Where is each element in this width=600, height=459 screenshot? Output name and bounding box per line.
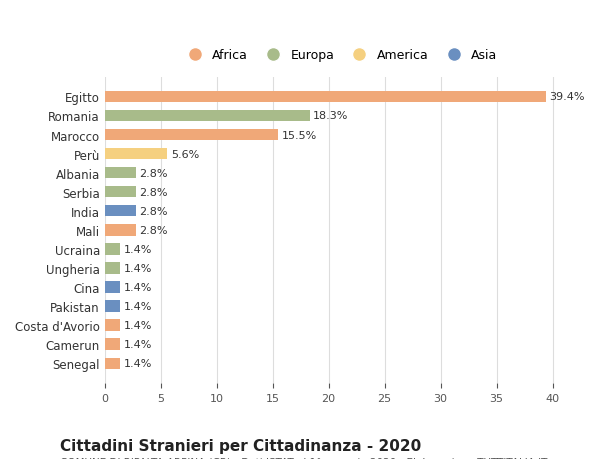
Bar bbox=[105, 129, 278, 141]
Bar bbox=[105, 91, 546, 103]
Legend: Africa, Europa, America, Asia: Africa, Europa, America, Asia bbox=[177, 44, 502, 67]
Text: 1.4%: 1.4% bbox=[124, 244, 152, 254]
Text: 18.3%: 18.3% bbox=[313, 111, 349, 121]
Bar bbox=[105, 187, 136, 198]
Text: 1.4%: 1.4% bbox=[124, 302, 152, 311]
Bar bbox=[105, 282, 121, 293]
Bar bbox=[105, 168, 136, 179]
Bar bbox=[105, 339, 121, 350]
Bar bbox=[105, 301, 121, 312]
Text: 2.8%: 2.8% bbox=[139, 187, 168, 197]
Bar bbox=[105, 263, 121, 274]
Bar bbox=[105, 358, 121, 369]
Text: 5.6%: 5.6% bbox=[171, 149, 199, 159]
Bar bbox=[105, 206, 136, 217]
Text: 15.5%: 15.5% bbox=[281, 130, 317, 140]
Text: 2.8%: 2.8% bbox=[139, 207, 168, 216]
Bar bbox=[105, 111, 310, 122]
Text: 1.4%: 1.4% bbox=[124, 340, 152, 349]
Text: 2.8%: 2.8% bbox=[139, 168, 168, 178]
Bar bbox=[105, 320, 121, 331]
Bar bbox=[105, 149, 167, 160]
Bar bbox=[105, 244, 121, 255]
Text: 2.8%: 2.8% bbox=[139, 225, 168, 235]
Text: COMUNE DI RIPALTA ARPINA (CR) - Dati ISTAT al 1° gennaio 2020 - Elaborazione TUT: COMUNE DI RIPALTA ARPINA (CR) - Dati IST… bbox=[60, 457, 547, 459]
Text: 1.4%: 1.4% bbox=[124, 320, 152, 330]
Text: 1.4%: 1.4% bbox=[124, 263, 152, 274]
Bar bbox=[105, 224, 136, 236]
Text: 39.4%: 39.4% bbox=[549, 92, 585, 102]
Text: 1.4%: 1.4% bbox=[124, 358, 152, 369]
Text: Cittadini Stranieri per Cittadinanza - 2020: Cittadini Stranieri per Cittadinanza - 2… bbox=[60, 438, 421, 453]
Text: 1.4%: 1.4% bbox=[124, 282, 152, 292]
